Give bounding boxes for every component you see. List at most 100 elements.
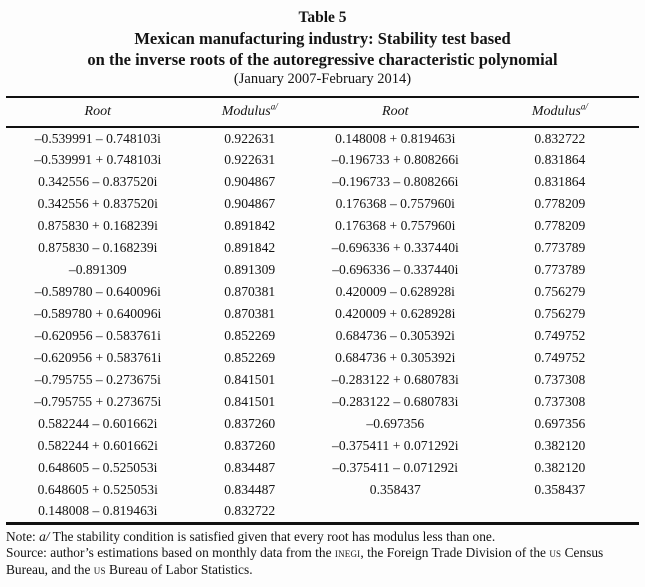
root-cell: 0.176368 – 0.757960i [335, 196, 455, 211]
root-cell: –0.620956 – 0.583761i [34, 328, 161, 343]
modulus-cell: 0.773789 [534, 240, 586, 255]
table-row: 0.342556 + 0.837520i 0.904867 0.176368 – 0… [6, 193, 639, 215]
table-row: –0.795755 + 0.273675i 0.841501 –0.283122 –… [6, 391, 639, 413]
root-cell: –0.696336 – 0.337440i [332, 262, 459, 277]
root-cell: –0.196733 – 0.808266i [332, 174, 459, 189]
table-row: 0.148008 – 0.819463i 0.832722 [6, 501, 639, 523]
root-cell: –0.589780 – 0.640096i [34, 284, 161, 299]
table-row: 0.648605 + 0.525053i 0.834487 0.358437 0.35… [6, 479, 639, 501]
header-row: Root Modulusa/ Root Modulusa/ [6, 97, 639, 128]
col-header-modulus-right: Modulusa/ [480, 97, 639, 128]
root-cell: 0.342556 – 0.837520i [38, 174, 158, 189]
root-cell: –0.196733 + 0.808266i [331, 152, 459, 167]
table-number: Table 5 [298, 9, 347, 26]
modulus-cell: 0.382120 [534, 438, 586, 453]
root-cell: 0.148008 – 0.819463i [38, 503, 158, 519]
modulus-cell: 0.922631 [224, 152, 276, 167]
table-row: –0.589780 – 0.640096i 0.870381 0.420009 – … [6, 281, 639, 303]
modulus-cell: 0.837260 [224, 416, 276, 431]
modulus-cell: 0.922631 [224, 130, 276, 146]
modulus-cell: 0.870381 [224, 306, 276, 321]
footnote-marker: a/ [580, 101, 588, 112]
table-notes: Note: a/ The stability condition is sati… [6, 529, 639, 579]
modulus-cell: 0.852269 [224, 328, 276, 343]
table-row: –0.539991 + 0.748103i 0.922631 –0.196733 +… [6, 149, 639, 171]
modulus-cell: 0.756279 [534, 284, 586, 299]
table-row: 0.342556 – 0.837520i 0.904867 –0.196733 – … [6, 171, 639, 193]
col-header-root-left: Root [6, 97, 190, 128]
root-cell: 0.875830 + 0.168239i [37, 218, 158, 233]
modulus-cell: 0.904867 [224, 174, 276, 189]
modulus-cell: 0.358437 [534, 482, 586, 497]
modulus-cell: 0.832722 [224, 503, 276, 519]
root-cell: –0.539991 – 0.748103i [34, 130, 161, 146]
modulus-cell: 0.756279 [534, 306, 586, 321]
modulus-cell: 0.382120 [534, 460, 586, 475]
modulus-cell: 0.904867 [224, 196, 276, 211]
root-cell: –0.589780 + 0.640096i [34, 306, 162, 321]
root-cell: –0.283122 – 0.680783i [332, 394, 459, 409]
modulus-cell: 0.852269 [224, 350, 276, 365]
modulus-cell: 0.891842 [224, 218, 276, 233]
root-cell: –0.375411 – 0.071292i [332, 460, 459, 475]
modulus-cell: 0.737308 [534, 394, 586, 409]
table-row: –0.589780 + 0.640096i 0.870381 0.420009 + … [6, 303, 639, 325]
table-row: 0.582244 + 0.601662i 0.837260 –0.375411 + … [6, 435, 639, 457]
modulus-cell: 0.837260 [224, 438, 276, 453]
root-cell: 0.342556 + 0.837520i [37, 196, 158, 211]
root-cell: 0.684736 + 0.305392i [335, 350, 456, 365]
title-block: Table 5 Mexican manufacturing industry: … [6, 8, 639, 89]
root-cell: –0.795755 + 0.273675i [34, 394, 162, 409]
source-text: Source: author’s estimations based on mo… [6, 545, 604, 577]
root-cell: 0.420009 – 0.628928i [335, 284, 455, 299]
root-cell: 0.148008 + 0.819463i [335, 130, 456, 146]
table-row: –0.795755 – 0.273675i 0.841501 –0.283122 +… [6, 369, 639, 391]
root-cell: –0.375411 + 0.071292i [332, 438, 459, 453]
table-row: –0.620956 – 0.583761i 0.852269 0.684736 – … [6, 325, 639, 347]
modulus-cell: 0.891309 [224, 262, 276, 277]
root-cell: 0.648605 + 0.525053i [37, 482, 158, 497]
root-cell: –0.620956 + 0.583761i [34, 350, 162, 365]
table-row: 0.582244 – 0.601662i 0.837260 –0.697356 0.6… [6, 413, 639, 435]
modulus-cell: 0.870381 [224, 284, 276, 299]
root-cell: 0.176368 + 0.757960i [335, 218, 456, 233]
root-cell [310, 501, 481, 523]
root-cell: –0.283122 + 0.680783i [331, 372, 459, 387]
root-cell: –0.795755 – 0.273675i [34, 372, 161, 387]
root-cell: 0.875830 – 0.168239i [38, 240, 158, 255]
inverse-roots-table: Root Modulusa/ Root Modulusa/ –0.539991 … [6, 96, 639, 525]
modulus-cell: 0.773789 [534, 262, 586, 277]
root-cell: 0.582244 – 0.601662i [38, 416, 158, 431]
modulus-cell: 0.834487 [224, 482, 276, 497]
footnote-marker: a/ [270, 101, 278, 112]
modulus-cell: 0.841501 [224, 394, 276, 409]
note-text: Note: a/ The stability condition is sati… [6, 528, 496, 544]
modulus-cell [481, 501, 639, 523]
table-subtitle-period: (January 2007-February 2014) [233, 71, 412, 87]
table-row: –0.891309 0.891309 –0.696336 – 0.337440i 0.… [6, 259, 639, 281]
modulus-cell: 0.841501 [224, 372, 276, 387]
table-title-line-1: Mexican manufacturing industry: Stabilit… [134, 29, 511, 48]
table-body: –0.539991 – 0.748103i 0.922631 0.148008 + … [6, 127, 639, 523]
table-row: 0.875830 + 0.168239i 0.891842 0.176368 + 0… [6, 215, 639, 237]
table-row: 0.875830 – 0.168239i 0.891842 –0.696336 + … [6, 237, 639, 259]
modulus-cell: 0.834487 [224, 460, 276, 475]
root-cell: 0.582244 + 0.601662i [37, 438, 158, 453]
modulus-cell: 0.778209 [534, 196, 586, 211]
modulus-cell: 0.778209 [534, 218, 586, 233]
modulus-cell: 0.891842 [224, 240, 276, 255]
root-cell: –0.696336 + 0.337440i [331, 240, 459, 255]
table-header: Root Modulusa/ Root Modulusa/ [6, 97, 639, 128]
root-cell: 0.684736 – 0.305392i [335, 328, 455, 343]
root-cell: 0.648605 – 0.525053i [38, 460, 158, 475]
table-row: –0.539991 – 0.748103i 0.922631 0.148008 + … [6, 127, 639, 149]
modulus-cell: 0.832722 [534, 130, 586, 146]
col-header-root-right: Root [309, 97, 481, 128]
table-row: 0.648605 – 0.525053i 0.834487 –0.375411 – … [6, 457, 639, 479]
root-cell: –0.539991 + 0.748103i [34, 152, 162, 167]
root-cell: –0.891309 [68, 262, 127, 277]
table-title-line-2: on the inverse roots of the autoregressi… [87, 50, 558, 69]
modulus-cell: 0.831864 [534, 152, 586, 167]
modulus-cell: 0.737308 [534, 372, 586, 387]
